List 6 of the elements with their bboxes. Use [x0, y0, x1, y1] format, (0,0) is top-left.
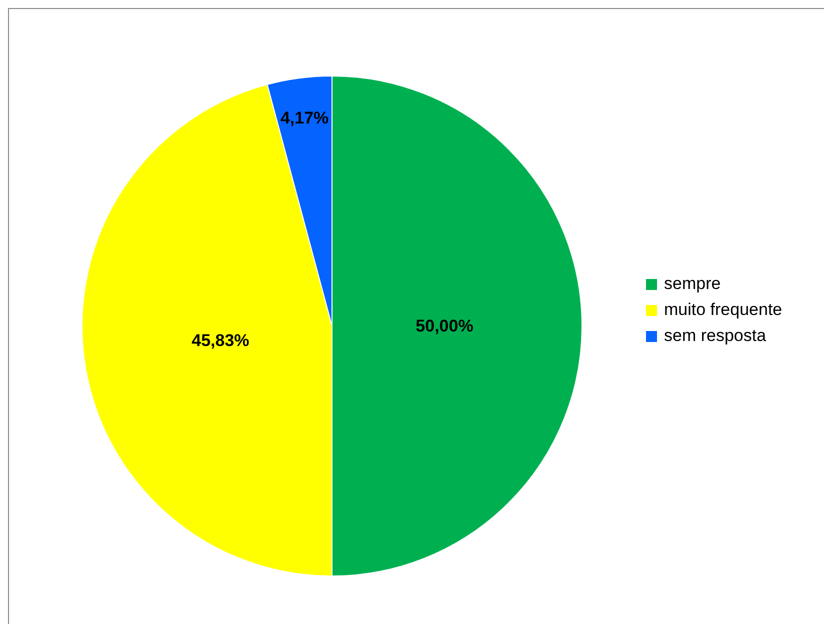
data-label: 50,00% — [416, 316, 474, 336]
legend-label: muito frequente — [664, 300, 782, 320]
data-label: 45,83% — [192, 331, 250, 350]
legend-label: sem resposta — [664, 326, 766, 346]
data-label: 4,17% — [280, 108, 329, 128]
legend-label: sempre — [664, 274, 721, 294]
